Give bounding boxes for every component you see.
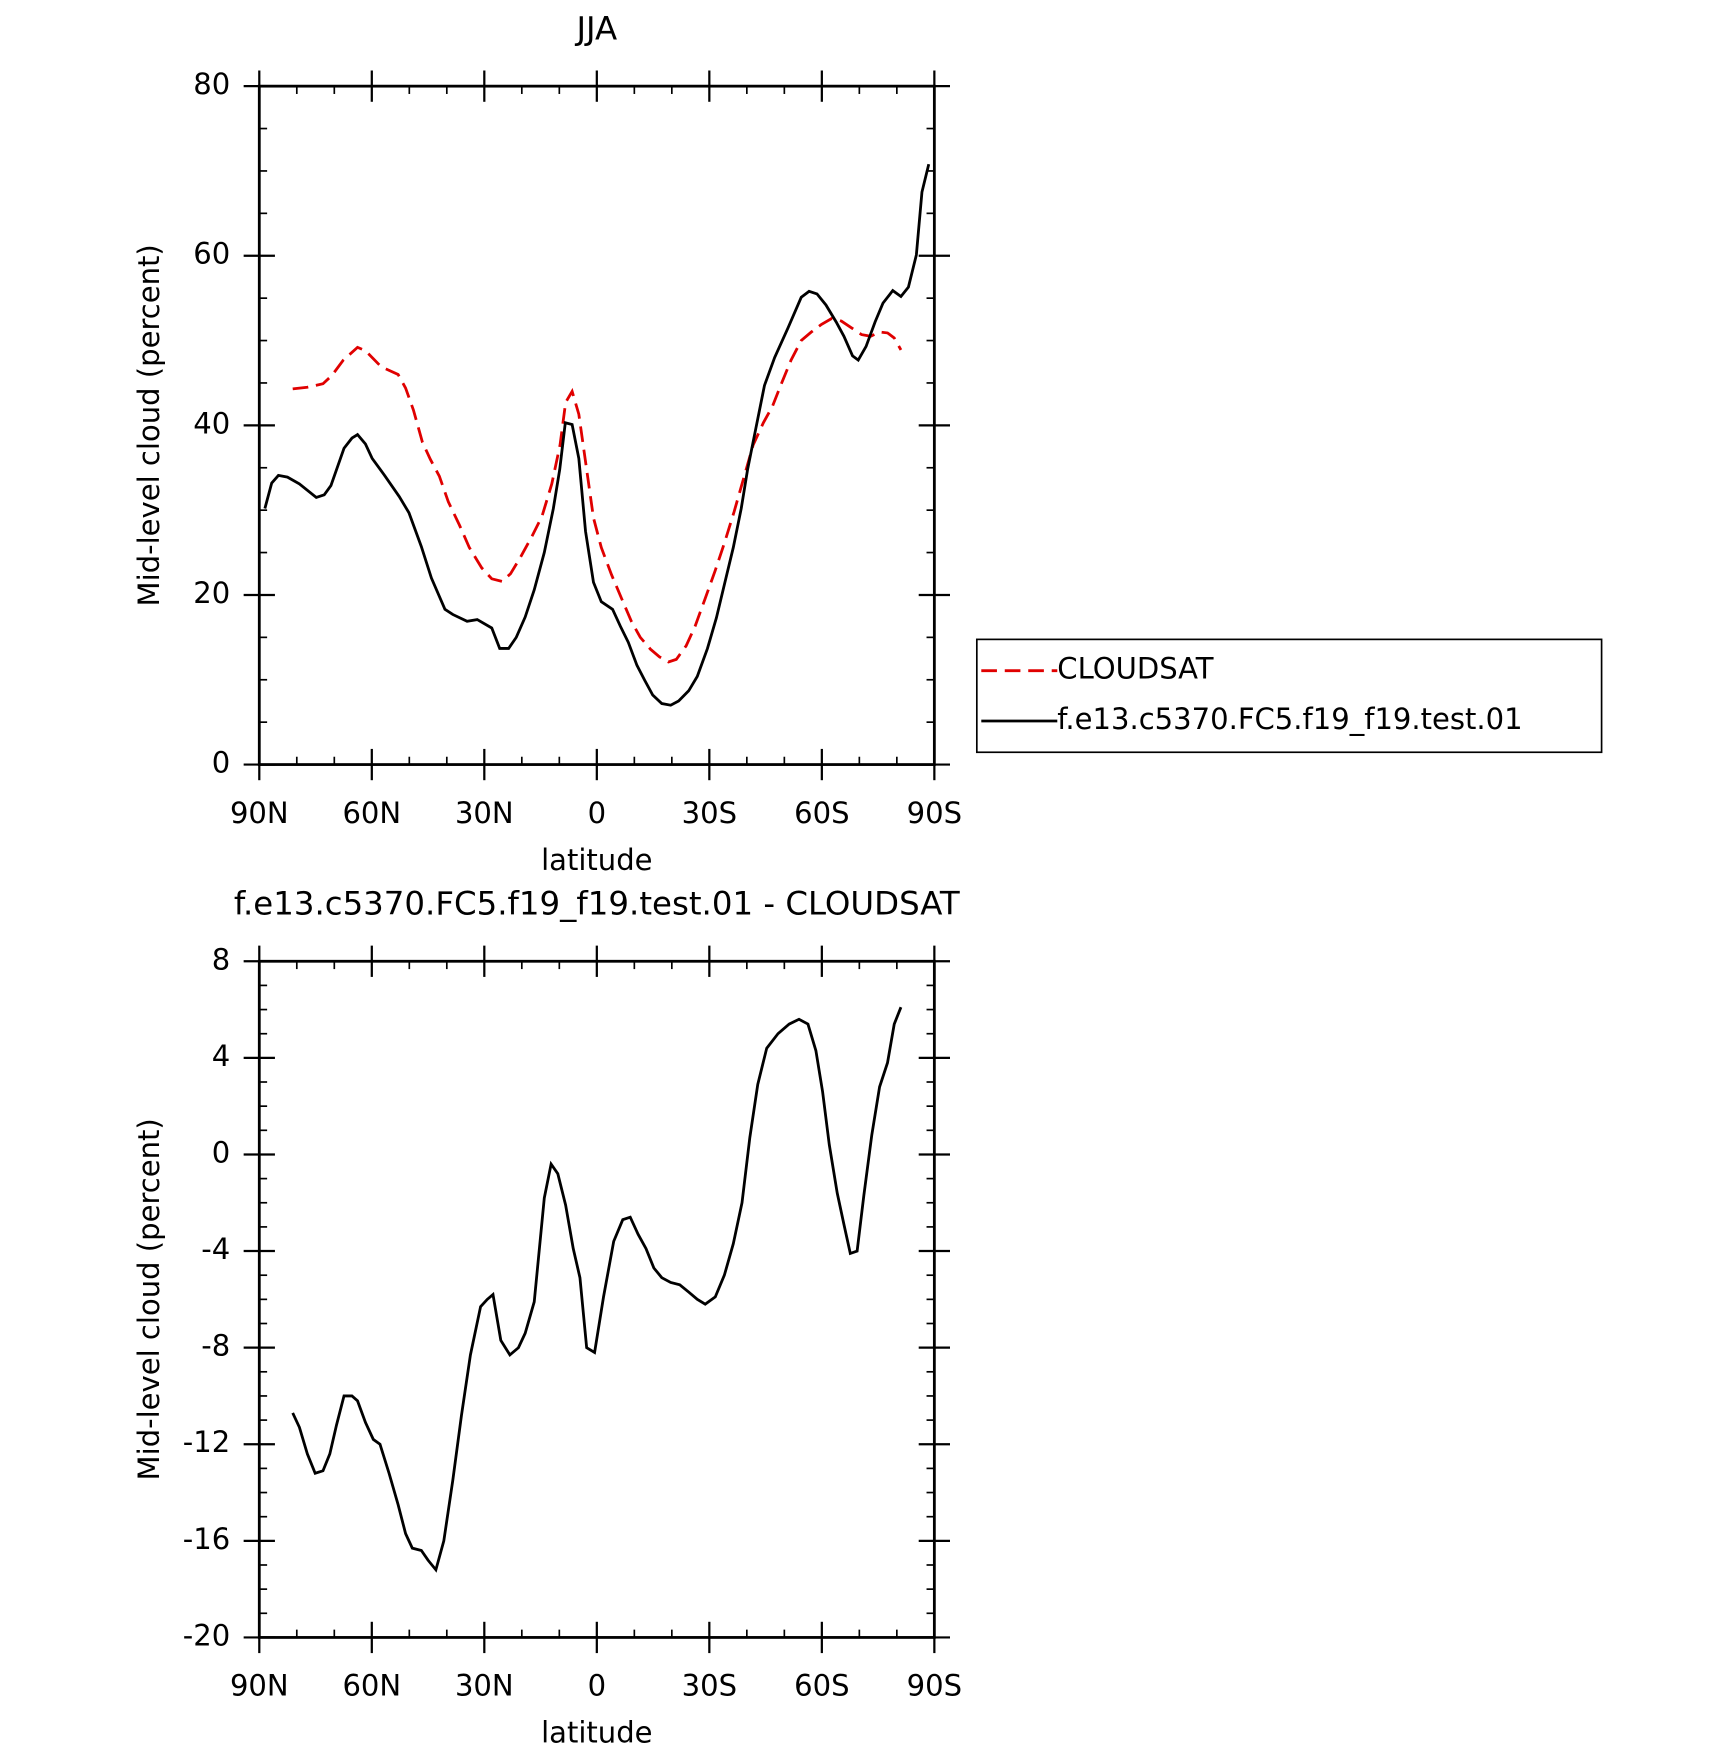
- legend-label: CLOUDSAT: [1057, 652, 1214, 686]
- y-tick-label: 20: [193, 576, 230, 610]
- y-tick-label: 4: [212, 1039, 230, 1073]
- x-tick-label: 60S: [794, 1669, 849, 1703]
- x-axis-label: latitude: [541, 1716, 652, 1750]
- x-tick-label: 90S: [907, 1669, 962, 1703]
- x-tick-label: 0: [588, 796, 606, 830]
- data-line: [263, 163, 931, 707]
- chart-title: JJA: [574, 9, 617, 47]
- x-tick-label: 0: [588, 1669, 606, 1703]
- y-tick-label: 0: [212, 1135, 230, 1169]
- y-tick-label: -8: [201, 1329, 230, 1363]
- x-tick-label: 30S: [682, 796, 737, 830]
- x-tick-label: 60N: [342, 1669, 401, 1703]
- chart-title: f.e13.c5370.FC5.f19_f19.test.01 - CLOUDS…: [234, 884, 960, 922]
- x-tick-label: 90N: [230, 796, 289, 830]
- y-tick-label: -16: [183, 1522, 230, 1556]
- y-tick-label: -12: [183, 1425, 230, 1459]
- x-axis-label: latitude: [541, 843, 652, 877]
- y-tick-label: -4: [201, 1232, 230, 1266]
- legend-box: [975, 638, 1603, 754]
- x-tick-label: 30S: [682, 1669, 737, 1703]
- data-line: [291, 1006, 903, 1573]
- y-tick-label: 8: [212, 942, 230, 976]
- y-axis-label: Mid-level cloud (percent): [132, 244, 166, 606]
- y-tick-label: -20: [183, 1618, 230, 1652]
- x-tick-label: 90N: [230, 1669, 289, 1703]
- plot-frame: [257, 84, 936, 766]
- y-axis-label: Mid-level cloud (percent): [132, 1118, 166, 1480]
- x-tick-label: 90S: [907, 796, 962, 830]
- data-line: [292, 317, 903, 664]
- y-tick-label: 0: [212, 746, 230, 780]
- y-tick-label: 80: [193, 67, 230, 101]
- plot-frame: [257, 959, 936, 1639]
- x-tick-label: 60S: [794, 796, 849, 830]
- x-tick-label: 30N: [455, 1669, 514, 1703]
- x-tick-label: 60N: [342, 796, 401, 830]
- y-tick-label: 40: [193, 406, 230, 440]
- legend-label: f.e13.c5370.FC5.f19_f19.test.01: [1057, 702, 1522, 736]
- y-tick-label: 60: [193, 237, 230, 271]
- x-tick-label: 30N: [455, 796, 514, 830]
